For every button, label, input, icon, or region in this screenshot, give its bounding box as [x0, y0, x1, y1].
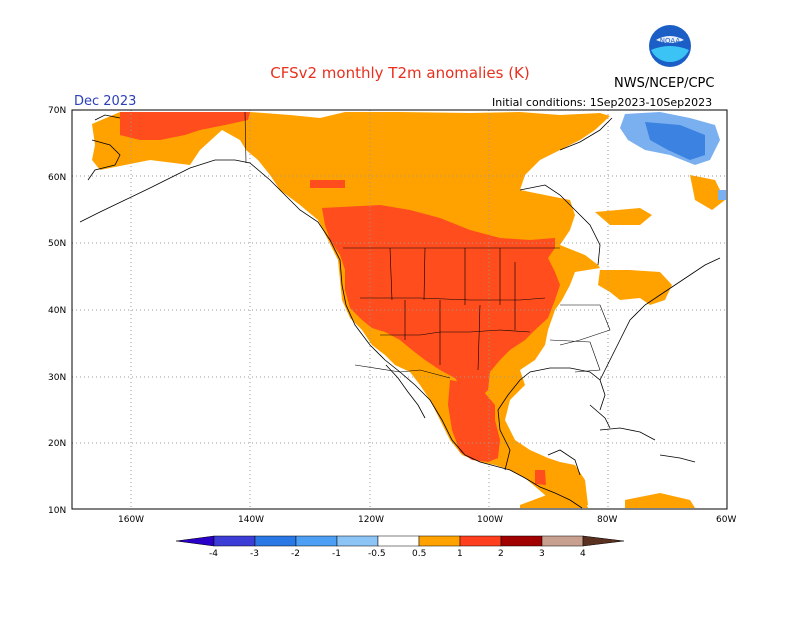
lat-label: 40N [48, 306, 66, 316]
lon-label: 160W [118, 515, 144, 525]
legend-swatch [541, 535, 584, 547]
initial-conditions: Initial conditions: 1Sep2023-10Sep2023 [492, 96, 713, 109]
legend-label: 3 [539, 549, 545, 559]
latitude-labels: 70N 60N 50N 40N 30N 20N 10N [48, 106, 66, 516]
legend-swatch [175, 535, 215, 547]
legend-label: -1 [332, 549, 341, 559]
political-borders [244, 111, 611, 379]
coastlines [79, 114, 721, 509]
map-gridlines [72, 110, 727, 509]
lat-label: 10N [48, 506, 66, 516]
legend-label: 0.5 [412, 549, 426, 559]
anomaly-red-regions [120, 112, 560, 485]
lat-label: 70N [48, 106, 66, 116]
legend-label: -2 [291, 549, 300, 559]
lon-label: 100W [477, 515, 503, 525]
legend-label: 1 [457, 549, 463, 559]
lon-label: 140W [238, 515, 264, 525]
legend-swatch [254, 535, 297, 547]
legend-swatch [418, 535, 461, 547]
longitude-labels: 160W 140W 120W 100W 80W 60W [118, 515, 736, 525]
map-title: CFSv2 monthly T2m anomalies (K) [270, 64, 530, 82]
legend-swatch [582, 535, 625, 547]
lat-label: 30N [48, 373, 66, 383]
legend-swatch [336, 535, 379, 547]
map-frame [71, 109, 728, 510]
legend-swatch [213, 535, 256, 547]
noaa-logo-icon: NOAA [649, 25, 691, 67]
legend-swatch [500, 535, 543, 547]
legend-swatch [295, 535, 338, 547]
lon-label: 80W [597, 515, 617, 525]
lon-label: 60W [716, 515, 736, 525]
anomaly-blue-regions [620, 112, 726, 200]
legend-label: -4 [209, 549, 218, 559]
legend-swatch [459, 535, 502, 547]
lat-label: 20N [48, 439, 66, 449]
lat-label: 60N [48, 173, 66, 183]
legend-swatch [377, 535, 420, 547]
lon-label: 120W [358, 515, 384, 525]
lat-label: 50N [48, 239, 66, 249]
agency-label: NWS/NCEP/CPC [614, 76, 715, 91]
legend-label: -0.5 [368, 549, 386, 559]
noaa-logo-text: NOAA [660, 37, 681, 45]
legend-label: 2 [498, 549, 504, 559]
forecast-month: Dec 2023 [74, 94, 137, 109]
legend-label: -3 [250, 549, 259, 559]
legend-label: 4 [580, 549, 586, 559]
